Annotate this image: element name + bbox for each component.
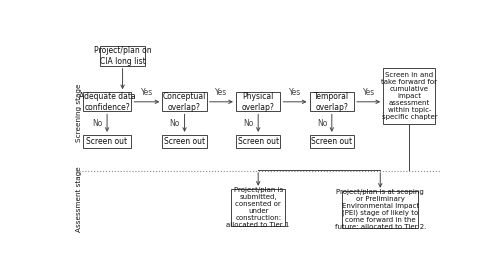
Text: Screen out: Screen out xyxy=(86,137,128,146)
FancyBboxPatch shape xyxy=(310,92,354,111)
FancyBboxPatch shape xyxy=(83,92,132,111)
Text: Project/plan is
submitted,
consented or
under
construction:
allocated to Tier 1: Project/plan is submitted, consented or … xyxy=(226,187,290,228)
Text: Project/plan is at scoping
or Preliminary
Environmental Impact
(PEI) stage of li: Project/plan is at scoping or Preliminar… xyxy=(334,189,426,230)
Text: Assessment stage: Assessment stage xyxy=(76,167,82,232)
Text: Conceptual
overlap?: Conceptual overlap? xyxy=(163,92,206,111)
FancyBboxPatch shape xyxy=(83,135,132,148)
FancyBboxPatch shape xyxy=(162,135,207,148)
Text: Screen out: Screen out xyxy=(311,137,352,146)
Text: No: No xyxy=(92,119,102,128)
Text: Yes: Yes xyxy=(289,88,301,97)
Text: Physical
overlap?: Physical overlap? xyxy=(242,92,274,111)
Text: Screen out: Screen out xyxy=(238,137,279,146)
Text: Project/plan on
CIA long list: Project/plan on CIA long list xyxy=(94,46,152,66)
Text: Screen in and
take forward for
cumulative
impact
assessment
within topic-
specif: Screen in and take forward for cumulativ… xyxy=(382,72,438,120)
FancyBboxPatch shape xyxy=(342,191,418,228)
FancyBboxPatch shape xyxy=(100,46,145,66)
FancyBboxPatch shape xyxy=(383,68,436,124)
FancyBboxPatch shape xyxy=(310,135,354,148)
Text: Screen out: Screen out xyxy=(164,137,205,146)
FancyBboxPatch shape xyxy=(236,92,281,111)
Text: Adequate data
confidence?: Adequate data confidence? xyxy=(78,92,136,111)
Text: No: No xyxy=(317,119,327,128)
FancyBboxPatch shape xyxy=(236,135,281,148)
FancyBboxPatch shape xyxy=(162,92,207,111)
Text: Yes: Yes xyxy=(362,88,375,97)
Text: Screening stage: Screening stage xyxy=(76,84,82,142)
FancyBboxPatch shape xyxy=(231,189,285,226)
Text: Yes: Yes xyxy=(215,88,228,97)
Text: Temporal
overlap?: Temporal overlap? xyxy=(314,92,350,111)
Text: No: No xyxy=(243,119,254,128)
Text: No: No xyxy=(170,119,180,128)
Text: Yes: Yes xyxy=(140,88,153,97)
